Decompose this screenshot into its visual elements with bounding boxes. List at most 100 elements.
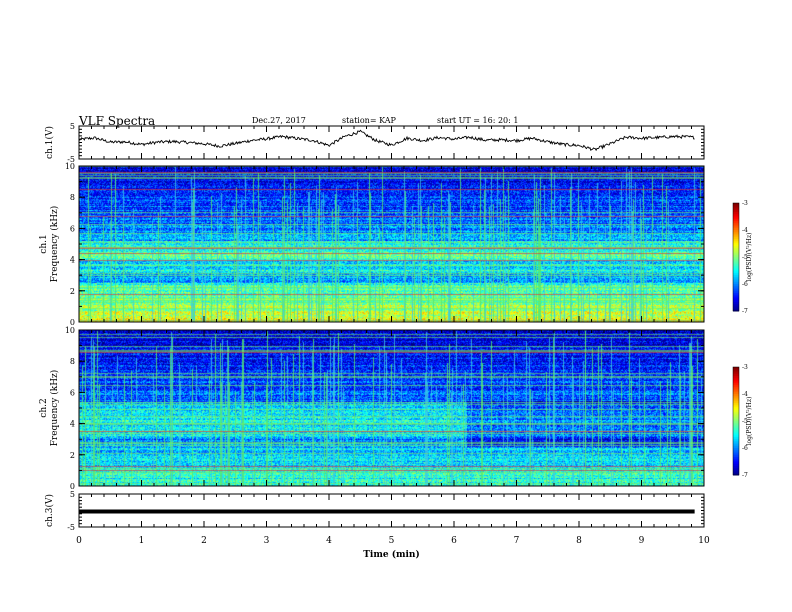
y-tick-label: 2: [70, 451, 75, 460]
y-axis-label: ch.2: [39, 398, 49, 417]
colorbar-segment: [733, 284, 739, 287]
colorbar-segment: [733, 303, 739, 307]
colorbar-segment: [733, 204, 739, 208]
colorbar-segment: [733, 302, 739, 305]
colorbar-segment: [733, 289, 739, 292]
colorbar-segment: [733, 253, 739, 256]
colorbar-segment: [733, 440, 739, 444]
y-axis-label: ch.1: [39, 234, 49, 253]
colorbar-tick-label: -7: [742, 472, 748, 479]
y-tick-label: 8: [70, 357, 75, 366]
colorbar-segment: [733, 385, 739, 388]
colorbar-segment: [733, 370, 739, 373]
colorbar-segment: [733, 264, 739, 267]
y-tick-label: 0: [70, 318, 75, 327]
spectrogram-raster: [79, 166, 704, 322]
colorbar-segment: [733, 457, 739, 460]
colorbar-segment: [733, 464, 739, 467]
colorbar-segment: [733, 458, 739, 462]
x-tick-label: 9: [639, 536, 645, 546]
colorbar-segment: [733, 305, 739, 308]
colorbar-segment: [733, 231, 739, 235]
x-tick-label: 8: [576, 536, 582, 546]
y-axis-label: ch.1(V): [44, 126, 55, 159]
y-tick-label: 10: [65, 162, 75, 171]
colorbar-segment: [733, 397, 739, 400]
colorbar-segment: [733, 415, 739, 418]
y-tick-label: 6: [70, 388, 75, 397]
colorbar-segment: [733, 368, 739, 372]
y-tick-label: 10: [65, 326, 75, 335]
colorbar-segment: [733, 392, 739, 395]
spectrogram-raster: [79, 330, 704, 486]
colorbar-segment: [733, 374, 739, 377]
colorbar-segment: [733, 471, 739, 474]
figure-title: VLF Spectra: [79, 114, 156, 128]
colorbar-segment: [733, 217, 739, 220]
colorbar-segment: [733, 233, 739, 236]
colorbar-segment: [733, 428, 739, 431]
colorbar-segment: [733, 444, 739, 447]
y-tick-label: 2: [70, 287, 75, 296]
colorbar-segment: [733, 276, 739, 280]
colorbar-segment: [733, 237, 739, 240]
colorbar-segment: [733, 437, 739, 440]
colorbar-segment: [733, 258, 739, 262]
y-tick-label: 5: [70, 122, 75, 131]
colorbar-label: log(PSD)(V²/Hz): [746, 233, 753, 282]
y-tick-label: 4: [70, 420, 75, 429]
colorbar-segment: [733, 431, 739, 435]
colorbar-segment: [733, 381, 739, 384]
y-tick-label: 4: [70, 256, 75, 265]
colorbar-segment: [733, 419, 739, 422]
colorbar-segment: [733, 266, 739, 269]
colorbar-segment: [733, 219, 739, 222]
colorbar-segment: [733, 442, 739, 445]
colorbar-segment: [733, 379, 739, 382]
y-axis-label: Frequency (kHz): [49, 206, 60, 283]
colorbar-segment: [733, 228, 739, 231]
colorbar-segment: [733, 213, 739, 217]
colorbar-tick-label: -4: [742, 391, 748, 398]
colorbar-segment: [733, 273, 739, 276]
colorbar-segment: [733, 240, 739, 244]
colorbar-segment: [733, 267, 739, 271]
x-tick-label: 6: [451, 536, 457, 546]
ch1-waveform-line: [78, 129, 695, 152]
colorbar-segment: [733, 430, 739, 433]
colorbar-segment: [733, 269, 739, 272]
colorbar-segment: [733, 275, 739, 278]
colorbar-segment: [733, 296, 739, 299]
x-tick-label: 1: [139, 536, 145, 546]
colorbar-segment: [733, 221, 739, 224]
x-tick-label: 0: [76, 536, 82, 546]
colorbar-segment: [733, 222, 739, 226]
colorbar-segment: [733, 401, 739, 404]
colorbar-segment: [733, 446, 739, 449]
colorbar-segment: [733, 453, 739, 456]
colorbar-tick-label: -3: [742, 364, 748, 371]
colorbar-segment: [733, 399, 739, 402]
x-tick-label: 3: [264, 536, 270, 546]
colorbar-segment: [733, 226, 739, 229]
colorbar-segment: [733, 249, 739, 253]
colorbar-segment: [733, 282, 739, 285]
colorbar-segment: [733, 433, 739, 436]
colorbar-segment: [733, 251, 739, 254]
colorbar-segment: [733, 469, 739, 472]
colorbar-tick-label: -5: [742, 418, 748, 425]
colorbar-segment: [733, 422, 739, 426]
colorbar-segment: [733, 255, 739, 258]
x-tick-label: 7: [514, 536, 520, 546]
colorbar-tick-label: -7: [742, 308, 748, 315]
colorbar-segment: [733, 383, 739, 386]
colorbar-segment: [733, 435, 739, 438]
y-tick-label: 8: [70, 193, 75, 202]
figure-start-time: start UT = 16: 20: 1: [437, 116, 519, 125]
colorbar-segment: [733, 394, 739, 397]
colorbar-segment: [733, 466, 739, 469]
colorbar-segment: [733, 395, 739, 399]
colorbar-segment: [733, 426, 739, 429]
colorbar-segment: [733, 388, 739, 391]
colorbar-segment: [733, 203, 739, 206]
